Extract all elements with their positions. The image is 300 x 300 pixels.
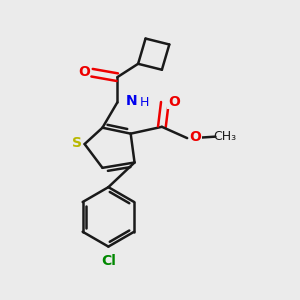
Text: S: S <box>72 136 82 151</box>
Text: O: O <box>190 130 201 144</box>
Text: O: O <box>168 94 180 109</box>
Text: CH₃: CH₃ <box>213 130 236 143</box>
Text: N: N <box>126 94 137 108</box>
Text: H: H <box>140 96 149 109</box>
Text: Cl: Cl <box>101 254 116 268</box>
Text: O: O <box>78 65 90 79</box>
